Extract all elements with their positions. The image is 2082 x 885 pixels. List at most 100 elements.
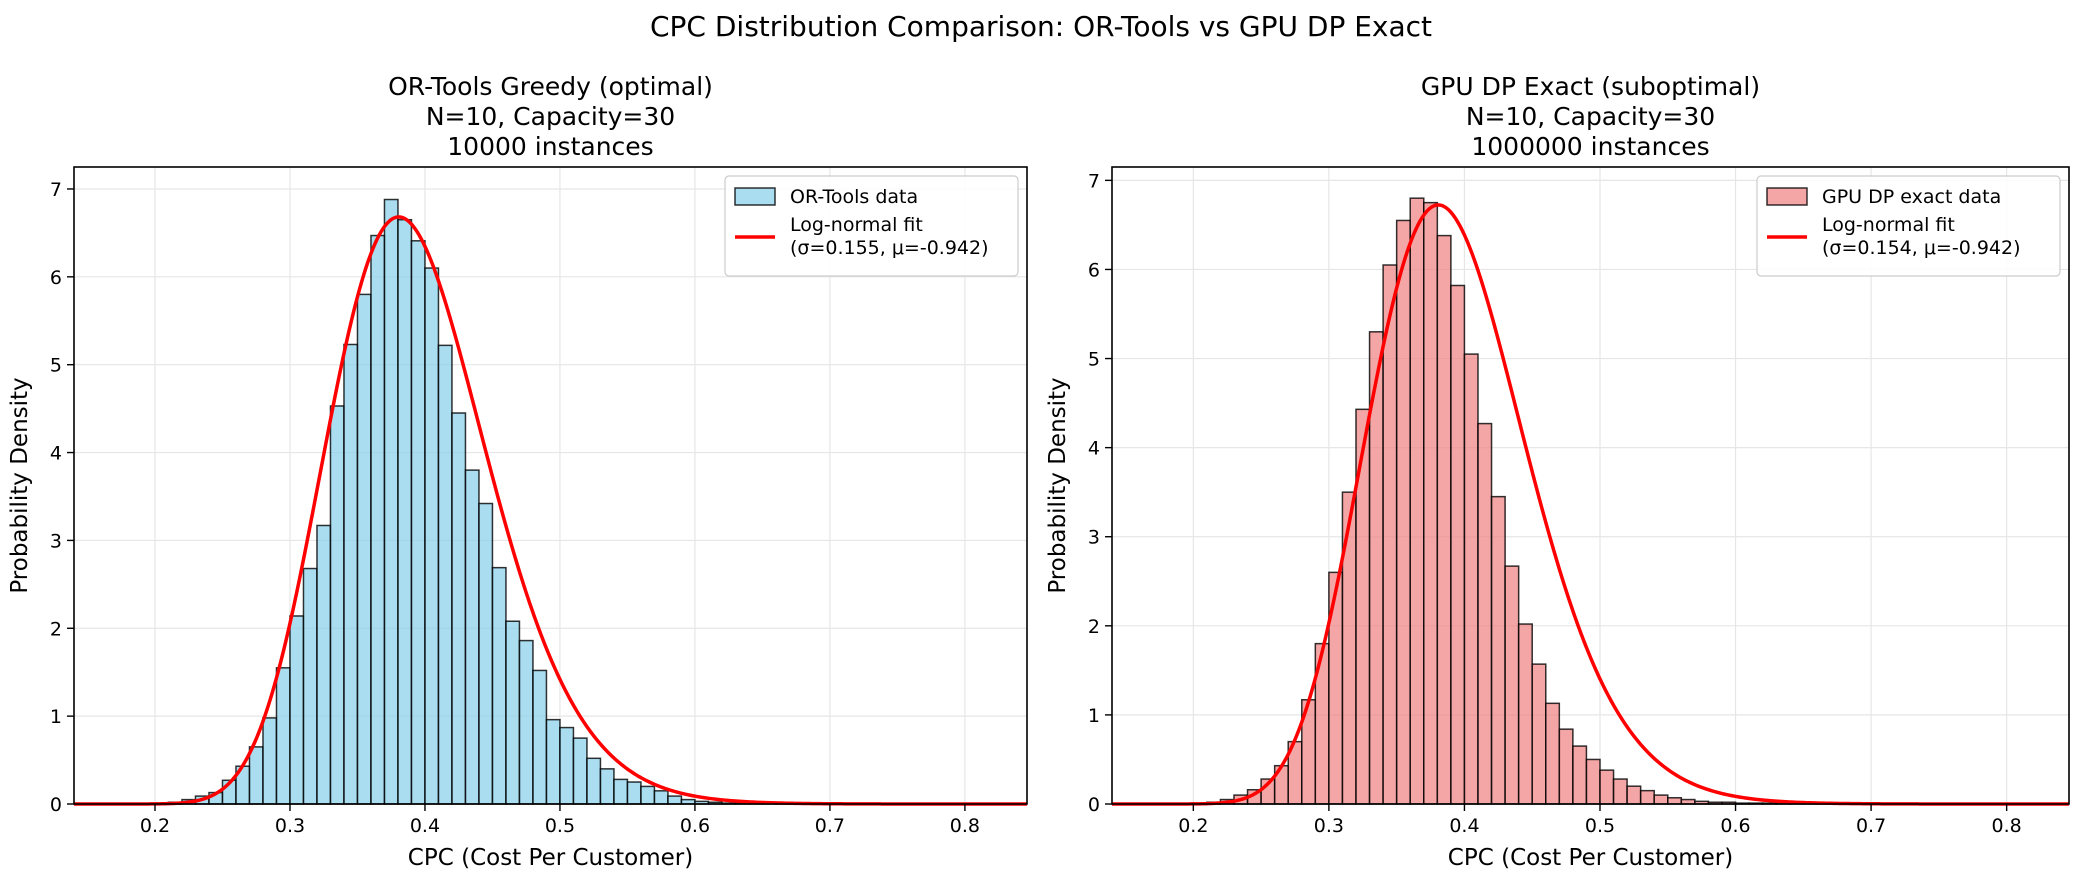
panel-or-tools: OR-Tools Greedy (optimal)N=10, Capacity=…: [7, 72, 1028, 871]
histogram-bar: [262, 717, 278, 805]
figure-suptitle: CPC Distribution Comparison: OR-Tools vs…: [650, 10, 1432, 43]
legend-frame: [724, 175, 1019, 277]
legend-label-data: GPU DP exact data: [1822, 186, 2001, 208]
y-axis-label: Probability Density: [7, 377, 33, 593]
x-tick-label: 0.4: [1449, 815, 1479, 837]
histogram-bar: [356, 293, 372, 805]
histogram-bar: [451, 412, 467, 805]
y-tick-label: 4: [50, 443, 62, 465]
histogram-bar: [653, 790, 669, 805]
histogram-bar: [275, 667, 291, 805]
x-tick-label: 0.3: [275, 815, 305, 837]
histogram-bar: [1572, 745, 1588, 805]
histogram-bar: [370, 234, 386, 805]
histogram-bar: [302, 567, 318, 805]
histogram-bar: [1490, 495, 1506, 805]
histogram-bar: [464, 469, 480, 805]
histogram-bar: [1585, 758, 1601, 805]
histogram-bar: [1558, 728, 1574, 805]
histogram-bar: [1423, 201, 1439, 805]
x-axis-label: CPC (Cost Per Customer): [408, 845, 693, 871]
y-tick-label: 0: [50, 794, 62, 816]
x-tick-label: 0.3: [1314, 815, 1344, 837]
histogram-bar: [1531, 663, 1547, 805]
histogram-bar: [1517, 623, 1533, 805]
x-tick-label: 0.2: [140, 815, 170, 837]
histogram-bar: [1504, 565, 1520, 805]
y-tick-label: 6: [50, 267, 62, 289]
legend-swatch-bars: [734, 187, 776, 206]
x-tick-label: 0.5: [545, 815, 575, 837]
x-tick-label: 0.6: [680, 815, 710, 837]
histogram-bar: [316, 524, 332, 805]
histogram-bar: [599, 768, 615, 805]
histogram-bar: [410, 240, 426, 805]
histogram-bar: [383, 198, 399, 805]
y-tick-label: 3: [50, 530, 62, 552]
legend-label-fit: Log-normal fit: [790, 214, 923, 236]
legend-label-fit-params: (σ=0.154, μ=-0.942): [1822, 237, 2021, 259]
histogram-bar: [545, 718, 561, 805]
histogram-bar: [626, 781, 642, 805]
histogram-bar: [1653, 794, 1669, 805]
x-tick-label: 0.7: [815, 815, 845, 837]
x-tick-label: 0.7: [1856, 815, 1886, 837]
x-tick-label: 0.2: [1178, 815, 1208, 837]
histogram-bar: [572, 737, 588, 805]
legend: GPU DP exact data Log-normal fit(σ=0.154,…: [1756, 175, 2061, 277]
histogram-bar: [329, 405, 345, 805]
histogram-bar: [505, 620, 521, 805]
y-tick-label: 0: [1088, 794, 1100, 816]
x-tick-label: 0.8: [1992, 815, 2022, 837]
y-tick-label: 2: [1088, 616, 1100, 638]
histogram-bar: [613, 778, 629, 805]
y-tick-label: 7: [50, 179, 62, 201]
histogram-bar: [532, 669, 548, 805]
x-tick-label: 0.6: [1720, 815, 1750, 837]
y-tick-label: 5: [50, 355, 62, 377]
panel-title-line: 1000000 instances: [1471, 132, 1709, 161]
histogram-bar: [491, 566, 507, 805]
panel-title-line: N=10, Capacity=30: [1466, 102, 1715, 131]
histogram-bar: [559, 726, 575, 805]
panel-title-line: GPU DP Exact (suboptimal): [1421, 72, 1760, 101]
histogram-bar: [586, 757, 602, 805]
histogram-bar: [1639, 789, 1655, 805]
legend-frame: [1756, 175, 2061, 277]
y-tick-label: 2: [50, 618, 62, 640]
y-tick-label: 1: [50, 706, 62, 728]
y-tick-label: 5: [1088, 349, 1100, 371]
histogram-bar: [248, 746, 264, 805]
panel-gpu-dp: GPU DP Exact (suboptimal)N=10, Capacity=…: [1045, 72, 2070, 871]
histogram-bar: [1599, 769, 1615, 805]
histogram-bar: [289, 615, 305, 805]
histogram-bar: [518, 639, 534, 805]
histogram-bar: [1450, 284, 1466, 805]
axes-frame: [73, 166, 1028, 805]
histogram-bar: [437, 344, 453, 805]
x-axis-label: CPC (Cost Per Customer): [1448, 845, 1733, 871]
panel-title-line: 10000 instances: [447, 132, 653, 161]
panel-title-line: N=10, Capacity=30: [426, 102, 675, 131]
y-tick-label: 3: [1088, 527, 1100, 549]
axes-frame: [1111, 166, 2070, 805]
histogram-bar: [667, 795, 683, 805]
histogram-bar: [424, 267, 440, 805]
legend-label-data: OR-Tools data: [790, 186, 918, 208]
histogram-bar: [1545, 702, 1561, 805]
x-tick-label: 0.8: [950, 815, 980, 837]
histogram-bar: [478, 502, 494, 805]
histogram-bar: [397, 218, 413, 805]
y-tick-label: 6: [1088, 259, 1100, 281]
histogram-bar: [343, 343, 359, 805]
histogram-bar: [1395, 219, 1411, 805]
histogram-bar: [1477, 422, 1493, 805]
panel-title-line: OR-Tools Greedy (optimal): [388, 72, 713, 101]
legend-label-fit-params: (σ=0.155, μ=-0.942): [790, 237, 989, 259]
histogram-bar: [1436, 234, 1452, 805]
legend: OR-Tools data Log-normal fit(σ=0.155, μ=-…: [724, 175, 1019, 277]
histogram-bar: [1626, 785, 1642, 805]
y-tick-label: 1: [1088, 705, 1100, 727]
x-tick-label: 0.4: [410, 815, 440, 837]
